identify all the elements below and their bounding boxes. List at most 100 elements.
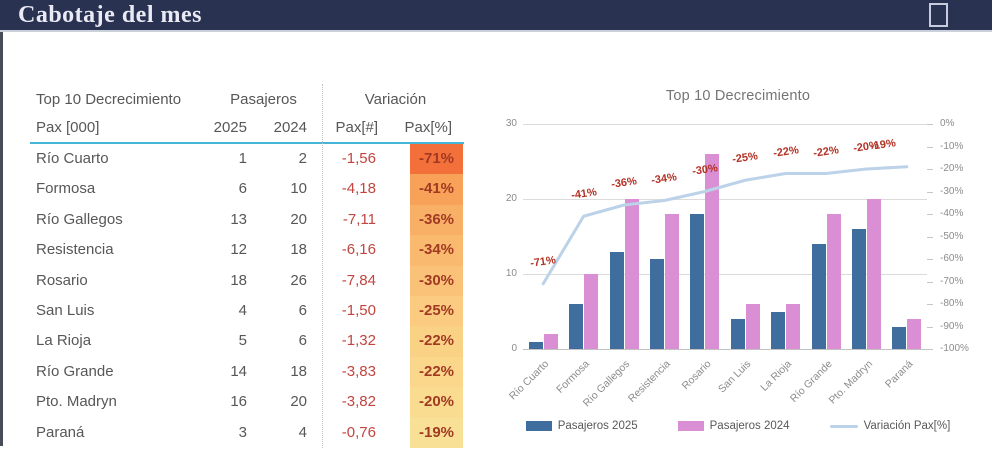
chart-x-labels: Río Cuarto Formosa Río Gallegos Resistencia… bbox=[507, 352, 927, 414]
bar-pasajeros-2025[interactable] bbox=[730, 319, 745, 349]
table-row[interactable]: Río Grande 14 18 -3,83 -22% bbox=[30, 356, 464, 388]
table-row[interactable]: Pto. Madryn 16 20 -3,82 -20% bbox=[30, 387, 464, 418]
city-name-cell: La Rioja bbox=[36, 332, 92, 350]
city-name-cell: Pto. Madryn bbox=[36, 393, 117, 411]
chart-title: Top 10 Decrecimiento bbox=[665, 88, 811, 104]
right-axis-tick bbox=[927, 349, 933, 350]
pax-pct-wrap: -22% bbox=[378, 326, 464, 357]
right-axis-tick bbox=[927, 259, 933, 260]
pax-diff-cell: -0,76 bbox=[341, 423, 376, 441]
legend-item-pasajeros-2024[interactable]: Pasajeros 2024 bbox=[677, 420, 790, 432]
window-frame-icon[interactable] bbox=[929, 3, 948, 27]
pax-pct-heatmap-cell: -30% bbox=[410, 265, 463, 296]
pax-2024-cell: 26 bbox=[290, 271, 307, 289]
right-axis-tick-label: -70% bbox=[940, 275, 964, 287]
pax-2024-cell: 10 bbox=[290, 180, 307, 198]
pax-pct-heatmap-cell: -34% bbox=[410, 235, 463, 266]
bar-pasajeros-2024[interactable] bbox=[624, 199, 639, 349]
bar-pasajeros-2025[interactable] bbox=[609, 251, 624, 349]
gridline bbox=[523, 199, 927, 200]
bar-pasajeros-2024[interactable] bbox=[705, 154, 720, 349]
bar-pasajeros-2024[interactable] bbox=[907, 319, 922, 349]
pax-2024-cell: 20 bbox=[290, 393, 307, 411]
bar-pasajeros-2025[interactable] bbox=[811, 244, 826, 349]
pax-2025-cell: 16 bbox=[230, 393, 247, 411]
legend-item-variacion[interactable]: Variación Pax[%] bbox=[829, 420, 950, 432]
left-axis-tick-label: 10 bbox=[505, 268, 517, 279]
table-row[interactable]: Rosario 18 26 -7,84 -30% bbox=[30, 265, 464, 296]
x-axis-label: San Luis bbox=[716, 358, 754, 396]
right-axis-tick-label: -10% bbox=[940, 140, 964, 152]
pax-2025-cell: 14 bbox=[230, 362, 247, 380]
table-row[interactable]: Río Gallegos 13 20 -7,11 -36% bbox=[30, 204, 464, 236]
x-axis-label: Formosa bbox=[554, 358, 593, 396]
bar-pasajeros-2024[interactable] bbox=[826, 214, 841, 349]
bar-pasajeros-2024[interactable] bbox=[866, 199, 881, 349]
pax-pct-heatmap-cell: -19% bbox=[410, 417, 463, 448]
table-row[interactable]: Resistencia 12 18 -6,16 -34% bbox=[30, 235, 464, 266]
right-axis-tick-label: -40% bbox=[940, 208, 964, 219]
gridline bbox=[523, 274, 927, 275]
legend-label: Pasajeros 2024 bbox=[709, 420, 790, 432]
right-axis-tick bbox=[927, 124, 933, 125]
bar-pasajeros-2025[interactable] bbox=[892, 326, 907, 349]
col-header-pax-pct[interactable]: Pax[%] bbox=[404, 119, 452, 136]
bar-pasajeros-2025[interactable] bbox=[528, 341, 543, 349]
table-row[interactable]: Paraná 3 4 -0,76 -19% bbox=[30, 417, 464, 448]
right-axis-tick bbox=[927, 146, 933, 148]
left-axis-tick-label: 30 bbox=[505, 118, 517, 129]
pax-2025-cell: 13 bbox=[230, 210, 247, 228]
bar-pasajeros-2024[interactable] bbox=[664, 214, 679, 349]
bar-pasajeros-2025[interactable] bbox=[771, 311, 786, 349]
bar-pasajeros-2024[interactable] bbox=[786, 304, 801, 349]
pax-pct-wrap: -34% bbox=[378, 235, 464, 266]
table-row[interactable]: San Luis 4 6 -1,50 -25% bbox=[30, 295, 464, 327]
pax-2025-cell: 12 bbox=[230, 241, 247, 259]
right-axis-tick-label: -60% bbox=[940, 253, 964, 264]
column-divider bbox=[322, 84, 323, 448]
pax-diff-cell: -7,11 bbox=[342, 210, 376, 228]
bar-pasajeros-2025[interactable] bbox=[649, 259, 664, 349]
col-header-pax-num[interactable]: Pax[#] bbox=[335, 119, 378, 136]
pax-diff-cell: -1,50 bbox=[341, 301, 376, 319]
pax-pct-wrap: -71% bbox=[378, 144, 464, 175]
bar-pasajeros-2024[interactable] bbox=[584, 274, 599, 349]
variation-line[interactable] bbox=[523, 124, 927, 349]
table-row[interactable]: La Rioja 5 6 -1,32 -22% bbox=[30, 326, 464, 357]
bar-pasajeros-2024[interactable] bbox=[745, 304, 760, 349]
pax-2024-cell: 18 bbox=[290, 241, 307, 259]
page-title: Cabotaje del mes bbox=[18, 2, 202, 28]
pax-pct-wrap: -22% bbox=[378, 356, 464, 388]
pax-2024-cell: 6 bbox=[298, 332, 307, 350]
city-name-cell: Resistencia bbox=[36, 241, 114, 259]
pax-diff-cell: -3,83 bbox=[341, 362, 376, 380]
right-axis-tick bbox=[927, 236, 933, 238]
col-header-2024[interactable]: 2024 bbox=[273, 119, 307, 136]
table-row[interactable]: Formosa 6 10 -4,18 -41% bbox=[30, 174, 464, 205]
legend-item-pasajeros-2025[interactable]: Pasajeros 2025 bbox=[525, 420, 638, 432]
col-header-2025[interactable]: 2025 bbox=[213, 119, 247, 136]
table-row[interactable]: Río Cuarto 1 2 -1,56 -71% bbox=[30, 144, 464, 175]
table-group-header: Top 10 Decrecimiento Pasajeros Variación bbox=[30, 84, 464, 116]
bar-pasajeros-2025[interactable] bbox=[569, 304, 584, 349]
pax-diff-cell: -1,56 bbox=[341, 150, 376, 167]
legend-line-swatch-icon bbox=[829, 424, 858, 428]
passengers-group-header: Pasajeros bbox=[230, 91, 297, 108]
right-axis-tick-label: -50% bbox=[940, 230, 964, 242]
chart-plot: 30 20 10 0 0% -10% -20% -30% -40% -50% -60% -70% -80… bbox=[506, 118, 969, 354]
bar-pasajeros-2024[interactable] bbox=[543, 334, 558, 349]
chart-legend: Pasajeros 2025 Pasajeros 2024 Variación Pa… bbox=[487, 420, 989, 432]
legend-bar-swatch-icon bbox=[677, 421, 704, 431]
legend-bar-swatch-icon bbox=[525, 421, 552, 431]
pax-2025-cell: 4 bbox=[238, 301, 247, 319]
pax-pct-wrap: -30% bbox=[378, 265, 464, 296]
pax-pct-heatmap-cell: -20% bbox=[410, 387, 463, 418]
pax-pct-heatmap-cell: -36% bbox=[410, 204, 463, 236]
bar-pasajeros-2025[interactable] bbox=[690, 214, 705, 349]
bar-pasajeros-2025[interactable] bbox=[851, 229, 866, 349]
right-axis-tick bbox=[927, 304, 933, 305]
pax-pct-heatmap-cell: -25% bbox=[410, 295, 463, 327]
city-name-cell: San Luis bbox=[36, 301, 95, 319]
pax-pct-wrap: -41% bbox=[378, 174, 464, 205]
right-axis-tick-label: -80% bbox=[940, 298, 964, 309]
